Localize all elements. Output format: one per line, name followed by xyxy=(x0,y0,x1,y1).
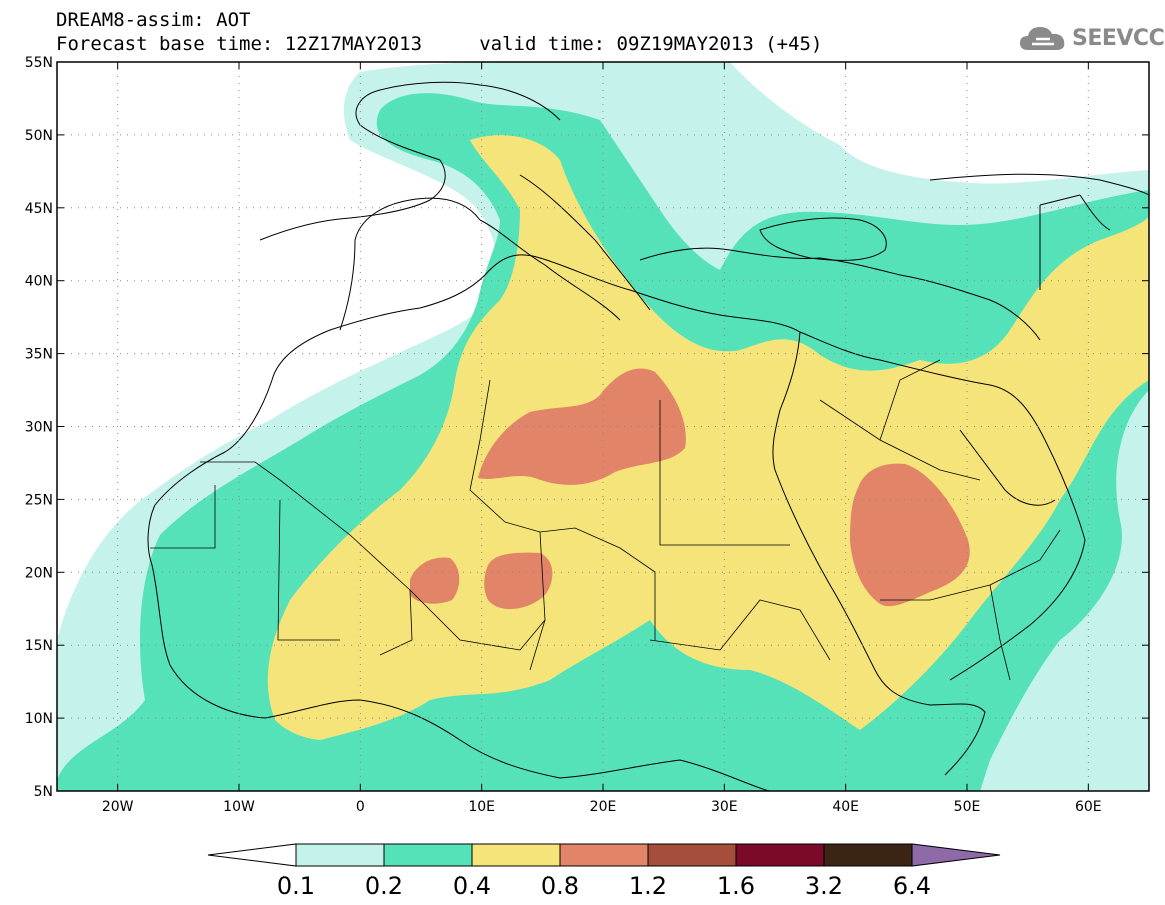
map-title: DREAM8-assim: AOT xyxy=(56,9,251,31)
colorbar-level-label: 0.8 xyxy=(541,872,579,900)
colorbar: 0.1 0.2 0.4 0.8 1.2 1.6 3.2 6.4 xyxy=(207,843,1001,900)
colorbar-over-triangle xyxy=(911,843,1001,867)
aot-field xyxy=(57,62,1149,791)
lon-tick-label: 0 xyxy=(356,799,365,815)
aot-band-0.4-east xyxy=(1040,245,1149,338)
colorbar-swatch xyxy=(559,843,649,867)
colorbar-swatch xyxy=(823,843,913,867)
colorbar-swatch xyxy=(647,843,737,867)
colorbar-swatch xyxy=(471,843,561,867)
colorbar-swatch xyxy=(295,843,385,867)
lon-tick-label: 10E xyxy=(468,799,495,815)
map-gridlines xyxy=(57,62,1149,791)
coastlines xyxy=(147,81,1149,791)
lon-tick-label: 40E xyxy=(832,799,859,815)
lat-tick-label: 5N xyxy=(34,784,53,800)
colorbar-level-label: 0.2 xyxy=(365,872,403,900)
logo-text: SEEVCCC xyxy=(1072,25,1165,51)
lat-tick-label: 10N xyxy=(25,711,53,727)
lat-tick-label: 15N xyxy=(25,638,53,654)
lat-tick-label: 35N xyxy=(25,347,53,363)
lon-tick-label: 10W xyxy=(223,799,255,815)
lat-tick-label: 20N xyxy=(25,565,53,581)
colorbar-level-label: 1.2 xyxy=(629,872,667,900)
colorbar-under-triangle xyxy=(207,843,297,867)
colorbar-level-label: 0.4 xyxy=(453,872,491,900)
lon-tick-label: 20W xyxy=(102,799,134,815)
lat-tick-label: 50N xyxy=(25,128,53,144)
aot-high-libya xyxy=(478,368,686,485)
colorbar-level-label: 0.1 xyxy=(277,872,315,900)
seevccc-logo: SEEVCCC xyxy=(1018,22,1165,54)
lon-tick-label: 20E xyxy=(590,799,617,815)
cloud-icon xyxy=(1020,27,1065,50)
forecast-time-line: Forecast base time: 12Z17MAY2013 valid t… xyxy=(56,33,823,55)
lon-tick-label: 60E xyxy=(1075,799,1102,815)
lat-tick-label: 45N xyxy=(25,201,53,217)
aot-high-niger-west xyxy=(410,557,460,604)
lat-tick-label: 55N xyxy=(25,55,53,71)
lat-tick-label: 40N xyxy=(25,274,53,290)
aot-high-niger-east xyxy=(484,552,553,610)
colorbar-level-label: 1.6 xyxy=(717,872,755,900)
lat-tick-label: 30N xyxy=(25,420,53,436)
country-borders xyxy=(150,359,1061,681)
lon-tick-label: 30E xyxy=(711,799,738,815)
colorbar-level-label: 3.2 xyxy=(805,872,843,900)
lat-tick-label: 25N xyxy=(25,492,53,508)
colorbar-level-label: 6.4 xyxy=(893,872,931,900)
colorbar-swatch xyxy=(383,843,473,867)
lon-tick-label: 50E xyxy=(954,799,981,815)
aot-band-0.1-south xyxy=(1000,640,1149,791)
colorbar-swatch xyxy=(735,843,825,867)
axis-ticks: 20W 10W 0 10E 20E 30E 40E 50E 60E 55N 50N 45N 40N 35N… xyxy=(25,55,1149,815)
